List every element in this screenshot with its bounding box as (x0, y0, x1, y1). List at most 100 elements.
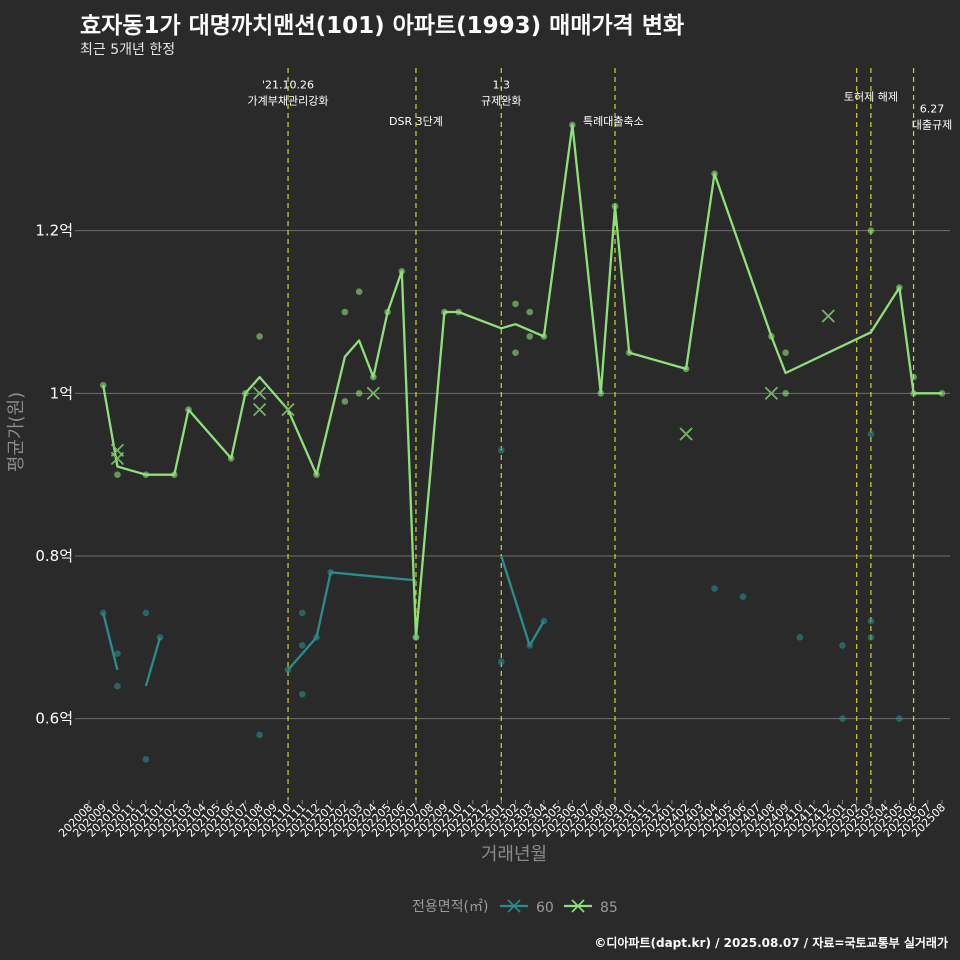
legend: 전용면적(㎡) 60 85 (412, 899, 618, 916)
data-point-85 (227, 455, 235, 462)
x-mark-85 (253, 403, 267, 417)
data-point-60 (839, 715, 846, 722)
data-point-85 (782, 390, 789, 397)
data-point-60 (839, 642, 846, 649)
series-line-60 (102, 612, 119, 671)
data-point-85 (512, 349, 519, 356)
data-point-85 (114, 471, 121, 478)
data-point-60 (867, 634, 875, 641)
x-mark-outline (822, 309, 835, 323)
data-point-85 (910, 373, 917, 381)
event-label: 가계부채관리강화 (248, 94, 329, 107)
x-mark-85 (764, 386, 778, 400)
data-point-85 (768, 333, 775, 340)
data-point-85 (611, 202, 619, 210)
event-label: '21.10.26 (262, 78, 314, 91)
x-mark-85 (281, 403, 295, 417)
data-point-85 (171, 471, 178, 478)
data-point-85 (867, 227, 875, 234)
data-point-85 (398, 268, 406, 275)
data-point-85 (896, 284, 903, 291)
event-label: DSR 3단계 (389, 115, 443, 128)
data-point-85 (782, 349, 789, 356)
y-tick-label: 1.2억 (35, 222, 73, 240)
x-mark-85 (253, 386, 267, 400)
chart-title: 효자동1가 대명까치맨션(101) 아파트(1993) 매매가격 변화 (80, 13, 685, 39)
data-point-85 (355, 288, 363, 295)
data-point-85 (370, 373, 377, 381)
legend-marker-85 (571, 899, 585, 913)
data-point-85 (341, 398, 349, 405)
data-point-60 (867, 430, 875, 438)
data-point-85 (256, 333, 263, 340)
legend-label-60: 60 (536, 900, 554, 916)
data-point-85 (597, 390, 605, 397)
data-point-85 (242, 390, 249, 397)
data-point-60 (497, 658, 505, 666)
series-line-60 (500, 555, 545, 647)
data-point-60 (796, 634, 804, 641)
data-point-60 (298, 642, 306, 649)
data-point-60 (313, 634, 320, 641)
data-point-60 (867, 617, 875, 625)
x-mark-85 (679, 427, 693, 441)
data-point-85 (99, 381, 107, 389)
series-line-85 (102, 123, 942, 639)
y-tick-label: 1억 (50, 384, 73, 402)
data-point-60 (497, 446, 505, 454)
x-mark-outline (111, 452, 124, 465)
x-axis-title: 거래년월 (481, 844, 547, 865)
data-point-85 (526, 308, 534, 316)
legend-title: 전용면적(㎡) (412, 899, 488, 915)
event-label: 1.3 (493, 78, 511, 91)
data-point-60 (298, 690, 306, 698)
data-point-60 (284, 666, 292, 674)
data-point-60 (256, 731, 263, 739)
data-point-85 (341, 308, 349, 316)
x-mark-85 (821, 309, 835, 323)
data-point-85 (625, 349, 633, 356)
data-point-85 (938, 390, 946, 397)
data-point-85 (682, 365, 690, 373)
x-mark-outline (367, 387, 380, 400)
x-mark-outline (253, 387, 266, 400)
y-tick-label: 0.6억 (35, 710, 73, 728)
series-line-60 (144, 636, 162, 687)
data-point-60 (711, 585, 718, 592)
data-point-85 (355, 390, 363, 397)
grid-lines (75, 230, 950, 720)
series-points (99, 121, 946, 763)
data-point-85 (540, 333, 548, 340)
data-point-60 (99, 609, 107, 617)
x-mark-85 (110, 451, 124, 465)
data-point-85 (384, 308, 391, 316)
data-point-85 (526, 333, 534, 340)
data-point-60 (327, 568, 334, 576)
data-point-60 (142, 609, 150, 617)
x-mark-outline (765, 387, 778, 400)
legend-marker-60 (507, 899, 521, 913)
x-mark-outline (281, 403, 295, 416)
data-point-85 (569, 121, 576, 129)
data-point-60 (540, 617, 548, 625)
y-axis-title: 평균가(원) (6, 392, 27, 472)
event-label: 규제완화 (481, 94, 521, 107)
data-point-85 (512, 300, 519, 308)
data-point-85 (711, 170, 718, 178)
y-tick-label: 0.8억 (35, 547, 73, 565)
event-label: 특례대출축소 (583, 115, 644, 128)
event-label: 6.27 (920, 103, 945, 116)
data-point-85 (412, 634, 420, 641)
data-point-60 (156, 634, 164, 641)
data-point-60 (298, 609, 306, 617)
x-mark-outline (253, 403, 266, 416)
series-line-60 (287, 571, 417, 671)
x-mark-85 (366, 386, 380, 400)
data-point-85 (313, 471, 320, 478)
data-point-85 (142, 471, 150, 478)
data-point-60 (526, 642, 534, 649)
chart-subtitle: 최근 5개년 한정 (80, 42, 176, 58)
series-lines (102, 123, 942, 687)
